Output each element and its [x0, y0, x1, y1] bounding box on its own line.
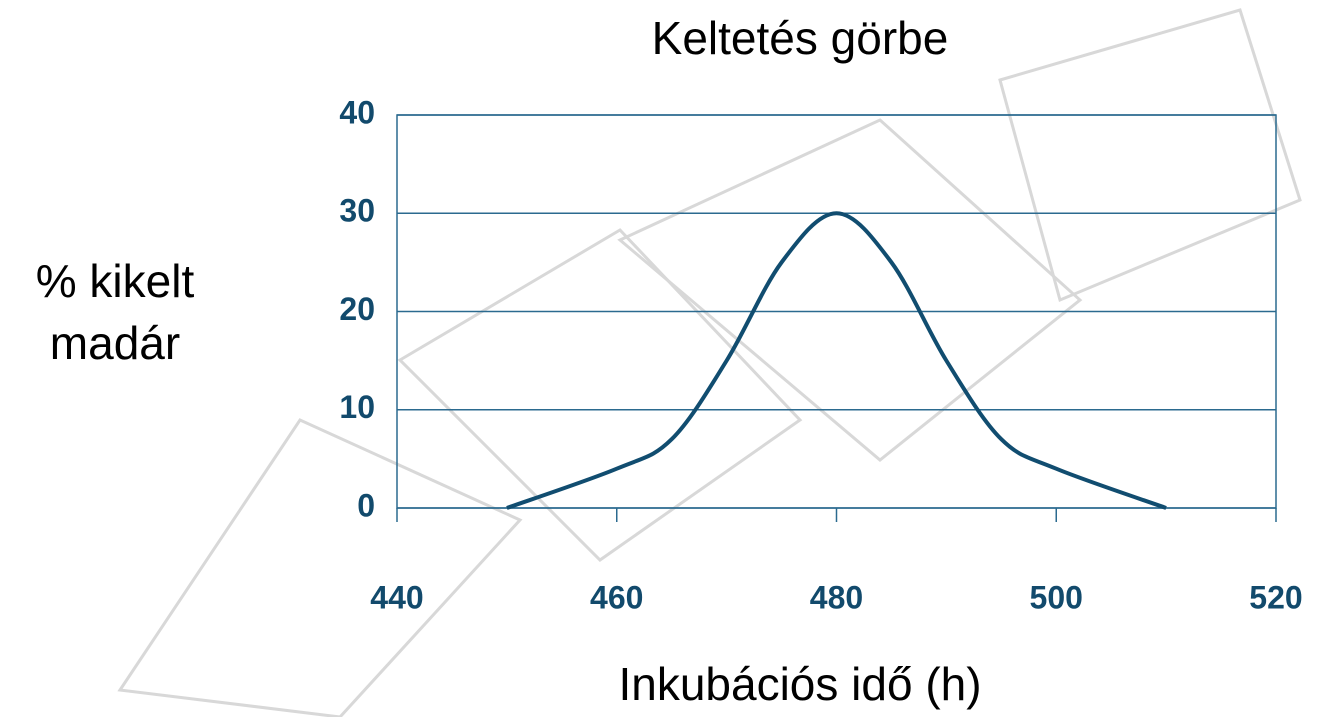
x-tick-label: 480: [810, 579, 863, 615]
x-tick-label: 440: [370, 579, 423, 615]
y-axis-label: % kikelt: [36, 255, 195, 307]
y-tick-label: 20: [339, 291, 375, 327]
y-tick-label: 10: [339, 389, 375, 425]
x-tick-label: 500: [1030, 579, 1083, 615]
y-tick-label: 40: [339, 94, 375, 130]
y-tick-label: 0: [357, 487, 375, 523]
watermark: [117, 8, 1302, 717]
line: [506, 211, 1167, 510]
chart-title: Keltetés görbe: [652, 12, 949, 64]
x-axis-label: Inkubációs idő (h): [618, 658, 981, 710]
y-tick-label: 30: [339, 193, 375, 229]
x-tick-label: 460: [590, 579, 643, 615]
y-axis-label: madár: [50, 317, 180, 369]
x-tick-label: 520: [1249, 579, 1302, 615]
